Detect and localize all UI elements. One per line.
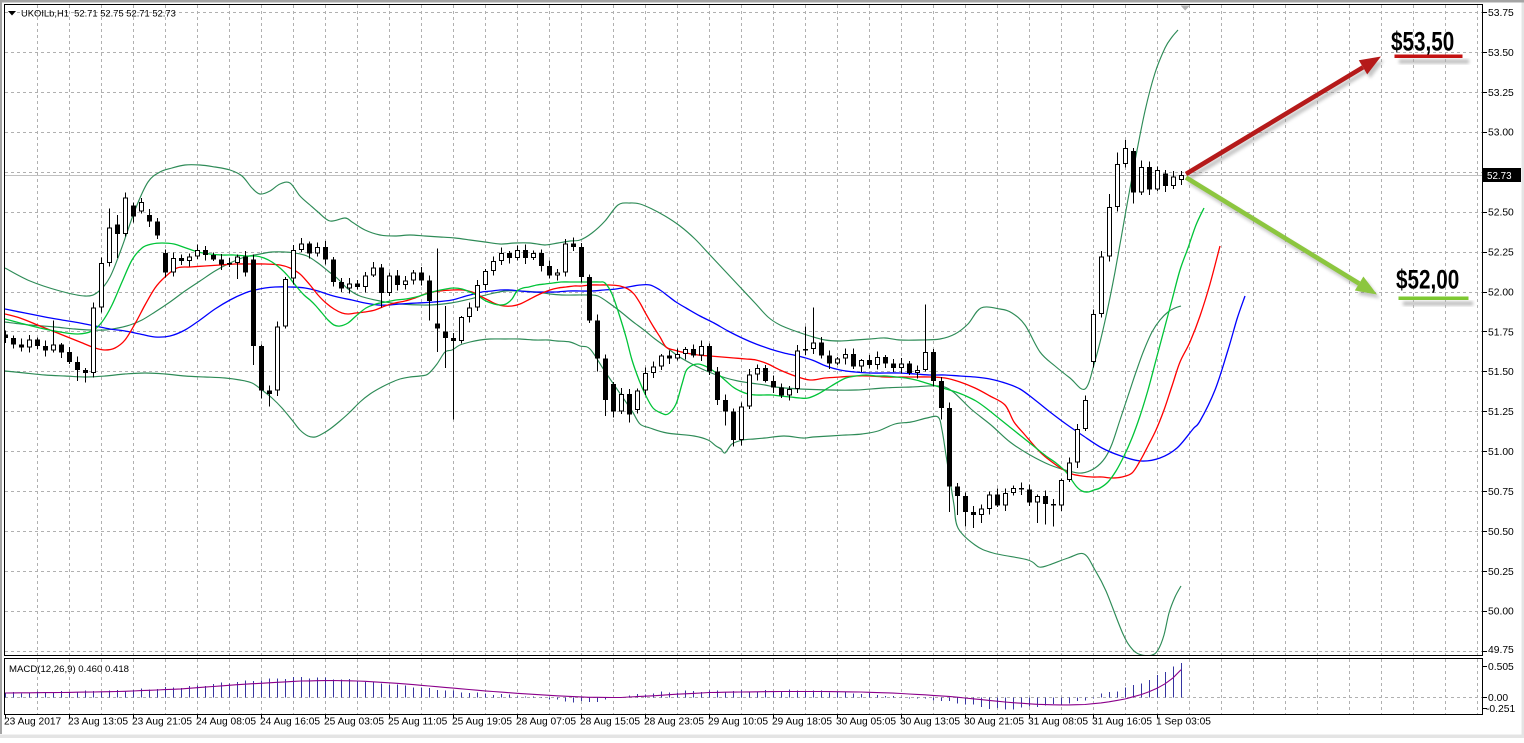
svg-text:50.75: 50.75 (1488, 487, 1514, 498)
svg-text:0.00: 0.00 (1488, 693, 1508, 704)
svg-text:52.50: 52.50 (1488, 208, 1514, 219)
svg-text:0.505: 0.505 (1488, 662, 1514, 673)
svg-text:28 Aug 15:05: 28 Aug 15:05 (580, 717, 640, 728)
svg-text:25 Aug 19:05: 25 Aug 19:05 (452, 717, 512, 728)
svg-text:23 Aug 2017: 23 Aug 2017 (4, 717, 62, 728)
svg-text:51.50: 51.50 (1488, 367, 1514, 378)
svg-text:53.75: 53.75 (1488, 8, 1514, 19)
svg-text:31 Aug 08:05: 31 Aug 08:05 (1028, 717, 1088, 728)
svg-text:24 Aug 16:05: 24 Aug 16:05 (260, 717, 320, 728)
svg-text:53.25: 53.25 (1488, 88, 1514, 99)
svg-text:50.50: 50.50 (1488, 527, 1514, 538)
svg-text:51.25: 51.25 (1488, 407, 1514, 418)
svg-text:53.50: 53.50 (1488, 48, 1514, 59)
svg-text:31 Aug 16:05: 31 Aug 16:05 (1092, 717, 1152, 728)
svg-text:52.00: 52.00 (1488, 287, 1514, 298)
svg-text:24 Aug 08:05: 24 Aug 08:05 (196, 717, 256, 728)
svg-text:50.25: 50.25 (1488, 567, 1514, 578)
svg-text:52.73: 52.73 (1487, 171, 1512, 182)
svg-text:53.00: 53.00 (1488, 128, 1514, 139)
svg-text:49.75: 49.75 (1488, 645, 1514, 656)
svg-text:28 Aug 23:05: 28 Aug 23:05 (644, 717, 704, 728)
svg-text:$52,00: $52,00 (1396, 265, 1459, 295)
svg-text:28 Aug 07:05: 28 Aug 07:05 (516, 717, 576, 728)
svg-text:1 Sep 03:05: 1 Sep 03:05 (1156, 717, 1211, 728)
svg-text:23 Aug 21:05: 23 Aug 21:05 (132, 717, 192, 728)
svg-text:51.00: 51.00 (1488, 447, 1514, 458)
svg-text:25 Aug 11:05: 25 Aug 11:05 (388, 717, 448, 728)
svg-text:23 Aug 13:05: 23 Aug 13:05 (68, 717, 128, 728)
svg-text:29 Aug 18:05: 29 Aug 18:05 (772, 717, 832, 728)
svg-text:30 Aug 05:05: 30 Aug 05:05 (836, 717, 896, 728)
svg-text:$53,50: $53,50 (1391, 27, 1454, 57)
svg-text:52.25: 52.25 (1488, 247, 1514, 258)
svg-text:MACD(12,26,9) 0.460 0.418: MACD(12,26,9) 0.460 0.418 (9, 664, 129, 675)
svg-text:-0.251: -0.251 (1486, 704, 1515, 715)
svg-text:50.00: 50.00 (1488, 607, 1514, 618)
svg-text:30 Aug 13:05: 30 Aug 13:05 (900, 717, 960, 728)
svg-text:51.75: 51.75 (1488, 327, 1514, 338)
svg-text:29 Aug 10:05: 29 Aug 10:05 (708, 717, 768, 728)
svg-text:UKOILb,H1 52.71 52.75 52.71 5: UKOILb,H1 52.71 52.75 52.71 52.73 (21, 8, 176, 19)
svg-text:30 Aug 21:05: 30 Aug 21:05 (964, 717, 1024, 728)
svg-text:25 Aug 03:05: 25 Aug 03:05 (324, 717, 384, 728)
